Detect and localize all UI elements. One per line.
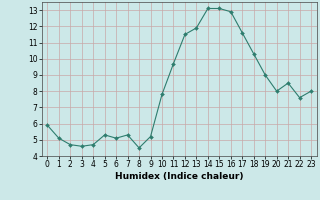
X-axis label: Humidex (Indice chaleur): Humidex (Indice chaleur) [115,172,244,181]
